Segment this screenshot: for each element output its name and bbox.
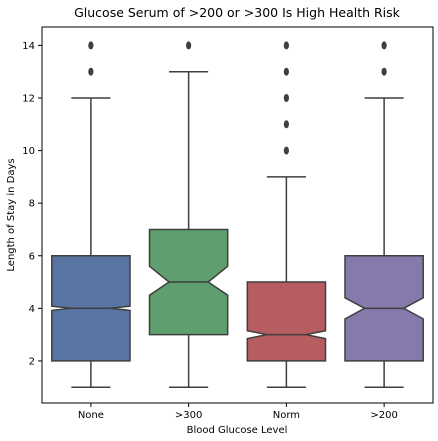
box-200 xyxy=(344,41,424,388)
x-axis-label: Blood Glucose Level xyxy=(187,425,288,436)
y-tick-label: 6 xyxy=(29,251,35,262)
outlier-point xyxy=(283,146,289,155)
outlier-point xyxy=(381,41,387,50)
y-tick-label: 12 xyxy=(22,93,35,104)
box-norm xyxy=(246,41,327,388)
outlier-point xyxy=(283,67,289,76)
chart-title: Glucose Serum of >200 or >300 Is High He… xyxy=(74,5,401,20)
y-tick-label: 4 xyxy=(29,304,35,315)
x-axis-ticks: None >300 Norm >200 xyxy=(78,403,398,421)
outlier-point xyxy=(283,41,289,50)
box-none xyxy=(51,41,131,388)
y-tick-label: 10 xyxy=(22,146,35,157)
box-body xyxy=(246,281,327,362)
x-tick-label: >200 xyxy=(370,410,397,421)
y-axis-label: Length of Stay in Days xyxy=(6,158,17,271)
outlier-point xyxy=(381,67,387,76)
x-tick-label: Norm xyxy=(273,410,300,421)
outlier-point xyxy=(88,67,94,76)
y-tick-label: 14 xyxy=(22,41,35,52)
outlier-point xyxy=(186,41,192,50)
y-tick-label: 8 xyxy=(29,199,35,210)
x-tick-label: None xyxy=(78,410,104,421)
outlier-point xyxy=(283,93,289,102)
y-axis-ticks: 2 4 6 8 10 12 14 xyxy=(22,41,42,367)
outlier-point xyxy=(283,120,289,129)
x-tick-label: >300 xyxy=(175,410,202,421)
plot-area-frame xyxy=(41,26,434,404)
box-group xyxy=(51,41,424,388)
box-300 xyxy=(148,41,229,388)
outlier-point xyxy=(88,41,94,50)
y-tick-label: 2 xyxy=(29,356,35,367)
